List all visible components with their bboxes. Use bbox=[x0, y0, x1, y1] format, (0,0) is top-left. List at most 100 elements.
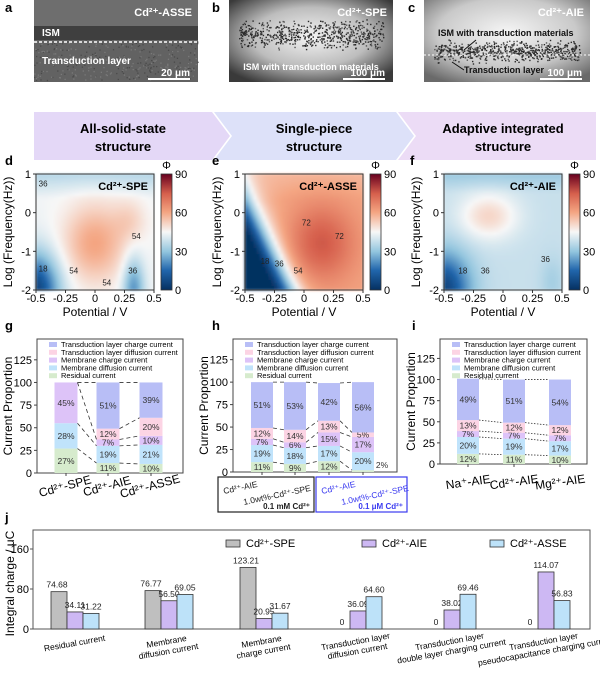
heatmap-cell bbox=[505, 193, 510, 197]
heatmap-cell bbox=[353, 189, 358, 194]
heatmap-cell bbox=[136, 173, 140, 178]
heatmap-cell bbox=[479, 215, 483, 220]
heatmap-cell bbox=[490, 202, 495, 207]
heatmap-cell bbox=[467, 273, 471, 278]
heatmap-cell bbox=[529, 280, 533, 284]
heatmap-cell bbox=[505, 251, 510, 255]
heatmap-cell bbox=[555, 267, 560, 271]
heatmap-cell bbox=[330, 263, 334, 268]
heatmap-cell bbox=[259, 180, 263, 184]
heatmap-cell bbox=[485, 263, 489, 268]
heatmap-cell bbox=[136, 218, 140, 223]
heatmap-cell bbox=[541, 254, 545, 259]
heatmap-cell bbox=[109, 183, 113, 188]
heatmap-cell bbox=[541, 244, 545, 249]
segment-value-label: 56% bbox=[354, 402, 371, 412]
heatmap-cell bbox=[138, 215, 143, 220]
heatmap-cell bbox=[309, 189, 314, 194]
heatmap-cell bbox=[458, 231, 462, 236]
colorbar-tick-label: 30 bbox=[583, 246, 595, 258]
legend-label: Membrane diffusion current bbox=[257, 363, 349, 372]
heatmap-cell bbox=[94, 225, 99, 230]
heatmap-cell bbox=[271, 247, 275, 252]
heatmap-cell bbox=[262, 276, 266, 281]
heatmap-cell bbox=[455, 280, 460, 284]
heatmap-cell bbox=[508, 263, 513, 268]
heatmap-cell bbox=[44, 270, 49, 275]
heatmap-cell bbox=[315, 283, 320, 288]
heatmap-cell bbox=[523, 189, 527, 194]
heatmap-cell bbox=[532, 251, 536, 255]
heatmap-cell bbox=[97, 254, 102, 259]
heatmap-cell bbox=[247, 267, 252, 271]
heatmap-cell bbox=[339, 202, 343, 207]
heatmap-cell bbox=[555, 276, 560, 281]
legend-swatch bbox=[49, 365, 57, 371]
heatmap-cell bbox=[274, 225, 278, 230]
heatmap-cell bbox=[141, 225, 146, 230]
heatmap-cell bbox=[350, 183, 355, 188]
legend-swatch bbox=[245, 342, 253, 347]
heatmap-cell bbox=[324, 176, 328, 181]
heatmap-cell bbox=[473, 215, 477, 220]
heatmap-cell bbox=[50, 189, 54, 194]
heatmap-cell bbox=[446, 283, 451, 288]
heatmap-cell bbox=[68, 286, 72, 291]
heatmap-cell bbox=[97, 280, 102, 284]
heatmap-cell bbox=[324, 251, 328, 255]
connector-line bbox=[524, 432, 550, 436]
bar bbox=[271, 612, 289, 630]
heatmap-cell bbox=[490, 173, 495, 178]
heatmap-cell bbox=[336, 254, 340, 259]
heatmap-cell bbox=[342, 228, 346, 233]
heatmap-cell bbox=[487, 196, 492, 201]
x-tick-label: -0.25 bbox=[53, 293, 78, 305]
heatmap-cell bbox=[485, 173, 489, 178]
heatmap-cell bbox=[529, 273, 533, 278]
heatmap-cell bbox=[100, 267, 105, 271]
heatmap-cell bbox=[294, 251, 299, 255]
heatmap-cell bbox=[127, 193, 131, 197]
heatmap-cell bbox=[455, 251, 460, 255]
heatmap-cell bbox=[82, 215, 87, 220]
heatmap-cell bbox=[280, 273, 284, 278]
heatmap-cell bbox=[555, 286, 560, 291]
heatmap-cell bbox=[336, 234, 340, 239]
heatmap-cell bbox=[324, 280, 328, 284]
heatmap-cell bbox=[306, 276, 311, 281]
heatmap-cell bbox=[294, 215, 299, 220]
heatmap-cell bbox=[493, 247, 498, 252]
heatmap-cell bbox=[127, 251, 131, 255]
heatmap-cell bbox=[339, 180, 343, 184]
heatmap-cell bbox=[490, 263, 495, 268]
legend-label: Cd²⁺-AIE bbox=[382, 538, 427, 550]
heatmap-cell bbox=[330, 267, 334, 271]
heatmap-cell bbox=[103, 173, 108, 178]
heatmap-cell bbox=[256, 199, 261, 204]
heatmap-cell bbox=[321, 283, 325, 288]
heatmap-cell bbox=[347, 173, 352, 178]
heatmap-cell bbox=[288, 180, 293, 184]
heatmap-cell bbox=[100, 183, 105, 188]
heatmap-cell bbox=[109, 283, 113, 288]
heatmap-cell bbox=[59, 176, 63, 181]
heatmap-cell bbox=[467, 225, 471, 230]
heatmap-cell bbox=[330, 280, 334, 284]
heatmap-cell bbox=[294, 238, 299, 242]
heatmap-cell bbox=[517, 241, 521, 246]
x-tick-label: 0 bbox=[92, 293, 98, 305]
heatmap-cell bbox=[288, 263, 293, 268]
heatmap-cell bbox=[268, 273, 272, 278]
heatmap-cell bbox=[115, 228, 119, 233]
heatmap-cell bbox=[103, 196, 108, 201]
heatmap-cell bbox=[467, 260, 471, 265]
heatmap-cell bbox=[458, 205, 462, 210]
heatmap-cell bbox=[291, 202, 296, 207]
heatmap-cell bbox=[56, 205, 60, 210]
heatmap-cell bbox=[38, 234, 43, 239]
heatmap-cell bbox=[490, 183, 495, 188]
heatmap-cell bbox=[321, 176, 325, 181]
x-tick-label: 0 bbox=[500, 293, 506, 305]
heatmap-cell bbox=[141, 283, 146, 288]
heatmap-cell bbox=[74, 260, 78, 265]
